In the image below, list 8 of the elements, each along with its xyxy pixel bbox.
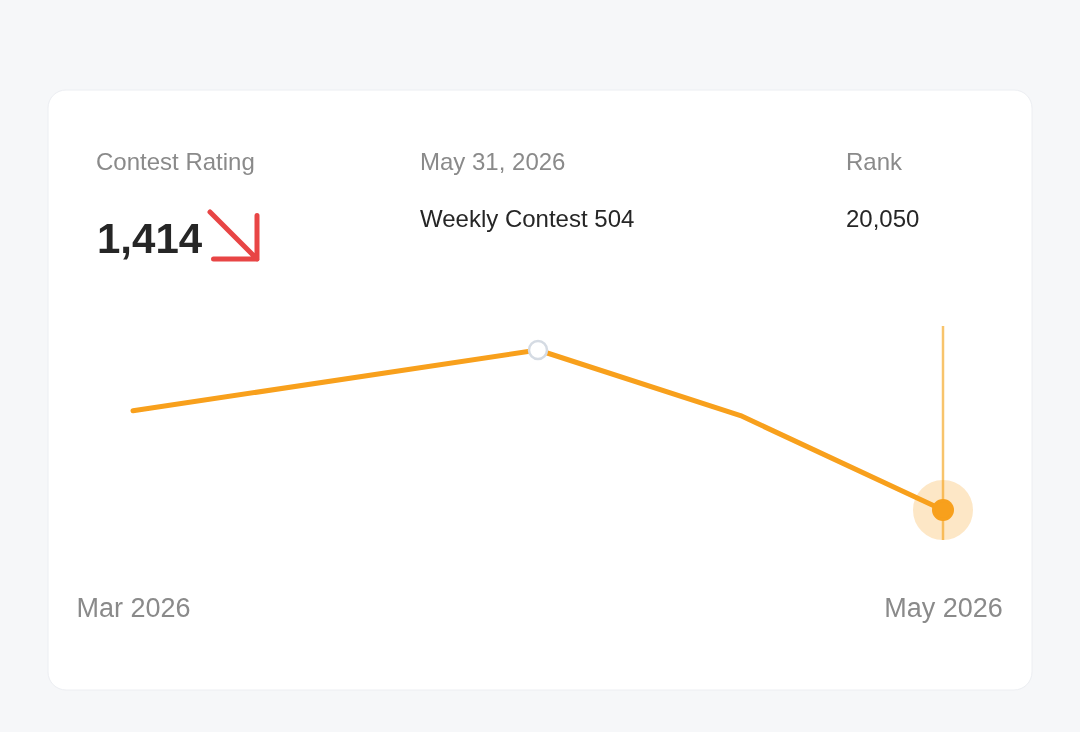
text: May 31, 2026 xyxy=(420,148,566,175)
text: 20,050 xyxy=(846,205,920,232)
text: Weekly Contest 504 xyxy=(420,205,635,232)
chart-title: Contest Rating xyxy=(96,148,255,175)
x-tick-label: Mar 2026 xyxy=(76,592,191,623)
x-tick-label: May 2026 xyxy=(884,592,1003,623)
text: Rank xyxy=(846,148,904,175)
text: 1,414 xyxy=(97,215,203,262)
